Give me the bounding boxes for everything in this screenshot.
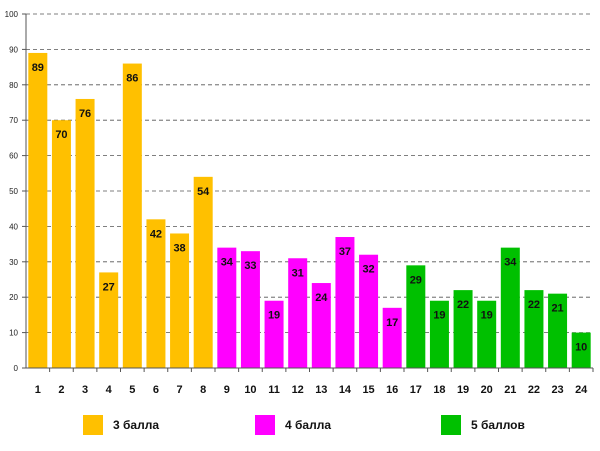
x-axis-ticks: 1 2 3 4 5 6 7 8 9 10 11 12 13 14 15 16 17 18 19 20 21 22 23 24 xyxy=(35,368,594,396)
x-tick-label-23: 23 xyxy=(551,384,563,396)
bar-5 xyxy=(122,63,142,369)
legend-label-4: 4 балла xyxy=(285,418,332,432)
data-label-14: 37 xyxy=(339,246,351,258)
data-label-11: 19 xyxy=(268,310,280,322)
y-tick-label: 90 xyxy=(9,45,18,54)
y-tick-label: 0 xyxy=(14,364,19,373)
x-tick-label-15: 15 xyxy=(362,384,374,396)
bar-9 xyxy=(217,247,237,368)
bar-4 xyxy=(99,272,119,368)
x-tick-label-6: 6 xyxy=(153,384,159,396)
bar-19 xyxy=(453,290,473,368)
x-tick-label-7: 7 xyxy=(177,384,183,396)
data-label-9: 34 xyxy=(221,257,234,269)
y-tick-label: 80 xyxy=(9,81,18,90)
x-tick-label-14: 14 xyxy=(339,384,352,396)
x-tick-label-20: 20 xyxy=(481,384,493,396)
bar-21 xyxy=(500,247,520,368)
bar-23 xyxy=(548,293,568,368)
bar-6 xyxy=(146,219,166,368)
y-tick-label: 50 xyxy=(9,187,18,196)
y-tick-label: 30 xyxy=(9,258,18,267)
data-label-17: 29 xyxy=(410,274,422,286)
x-tick-label-13: 13 xyxy=(315,384,327,396)
x-tick-label-21: 21 xyxy=(504,384,516,396)
x-tick-label-16: 16 xyxy=(386,384,398,396)
bar-3 xyxy=(75,98,95,369)
x-tick-label-18: 18 xyxy=(433,384,445,396)
bar-24 xyxy=(571,332,591,368)
data-label-21: 34 xyxy=(504,257,517,269)
bar-18 xyxy=(429,300,449,368)
bar-16 xyxy=(382,307,402,368)
data-label-2: 70 xyxy=(55,129,67,141)
data-label-13: 24 xyxy=(315,292,328,304)
data-label-20: 19 xyxy=(481,310,493,322)
x-tick-label-17: 17 xyxy=(410,384,422,396)
bar-17 xyxy=(406,265,426,368)
data-label-6: 42 xyxy=(150,228,162,240)
bar-14 xyxy=(335,237,355,368)
bar-7 xyxy=(170,233,190,368)
bar-13 xyxy=(311,283,331,368)
data-label-15: 32 xyxy=(362,264,374,276)
bar-11 xyxy=(264,300,284,368)
bar-8 xyxy=(193,176,213,368)
x-tick-label-22: 22 xyxy=(528,384,540,396)
legend-item-5: 5 баллов xyxy=(441,415,525,435)
data-label-8: 54 xyxy=(197,186,210,198)
bar-10 xyxy=(240,251,260,368)
y-axis-ticks: 0 10 20 30 40 50 60 70 80 90 100 xyxy=(5,10,26,373)
data-labels: 89 70 76 27 86 42 38 54 34 33 19 31 24 37 32 17 29 19 22 19… xyxy=(32,62,588,354)
x-tick-label-8: 8 xyxy=(200,384,206,396)
x-tick-label-12: 12 xyxy=(292,384,304,396)
data-label-4: 27 xyxy=(103,281,115,293)
y-tick-label: 60 xyxy=(9,152,18,161)
x-tick-label-10: 10 xyxy=(244,384,256,396)
y-tick-label: 10 xyxy=(9,329,18,338)
bar-1 xyxy=(28,52,48,368)
grid-lines xyxy=(26,13,593,334)
legend-swatch-5 xyxy=(441,415,461,435)
data-label-10: 33 xyxy=(244,260,256,272)
x-tick-label-1: 1 xyxy=(35,384,41,396)
data-label-23: 21 xyxy=(551,303,563,315)
legend-swatch-4 xyxy=(255,415,275,435)
y-tick-label: 20 xyxy=(9,293,18,302)
bar-2 xyxy=(51,120,71,368)
bar-20 xyxy=(477,300,497,368)
y-tick-label: 40 xyxy=(9,222,18,231)
data-label-16: 17 xyxy=(386,317,398,329)
x-tick-label-19: 19 xyxy=(457,384,469,396)
x-tick-label-9: 9 xyxy=(224,384,230,396)
data-label-24: 10 xyxy=(575,342,587,354)
bars xyxy=(28,52,591,369)
data-label-3: 76 xyxy=(79,108,91,120)
legend-label-3: 3 балла xyxy=(113,418,160,432)
data-label-5: 86 xyxy=(126,73,138,85)
bar-22 xyxy=(524,290,544,368)
x-tick-label-24: 24 xyxy=(575,384,588,396)
x-tick-label-5: 5 xyxy=(129,384,135,396)
x-tick-label-2: 2 xyxy=(58,384,64,396)
data-label-7: 38 xyxy=(173,242,185,254)
y-tick-label: 100 xyxy=(5,10,19,19)
x-tick-label-11: 11 xyxy=(268,384,280,396)
x-tick-label-3: 3 xyxy=(82,384,88,396)
legend-swatch-3 xyxy=(83,415,103,435)
legend-item-3: 3 балла xyxy=(83,415,159,435)
data-label-22: 22 xyxy=(528,299,540,311)
bar-15 xyxy=(359,254,379,368)
y-tick-label: 70 xyxy=(9,116,18,125)
legend-label-5: 5 баллов xyxy=(471,418,525,432)
data-label-18: 19 xyxy=(433,310,445,322)
data-label-12: 31 xyxy=(292,267,304,279)
legend-item-4: 4 балла xyxy=(255,415,331,435)
bar-12 xyxy=(288,258,308,368)
data-label-1: 89 xyxy=(32,62,44,74)
data-label-19: 22 xyxy=(457,299,469,311)
x-tick-label-4: 4 xyxy=(106,384,113,396)
